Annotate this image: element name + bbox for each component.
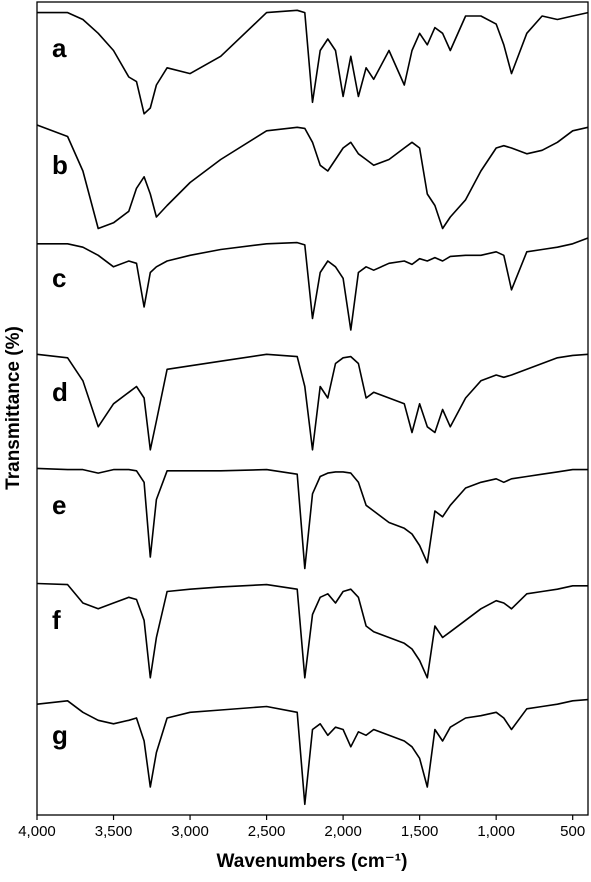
- series-label: f: [52, 605, 61, 635]
- x-tick-label: 3,000: [171, 823, 209, 840]
- x-tick-label: 2,000: [324, 823, 362, 840]
- y-axis-label: Transmittance (%): [3, 326, 24, 490]
- spectrum-line: [36, 582, 588, 679]
- x-tick-label: 4,000: [18, 823, 56, 840]
- spectrum-line: [36, 353, 589, 451]
- series-label: g: [52, 720, 68, 750]
- series-label: b: [52, 150, 68, 180]
- spectrum-line: [37, 237, 589, 331]
- plot-frame: [36, 1, 589, 816]
- series-label: c: [52, 263, 66, 293]
- x-tick-label: 1,000: [477, 823, 515, 840]
- x-tick-label: 500: [560, 823, 585, 840]
- spectrum-line: [36, 124, 589, 230]
- x-axis-label: Wavenumbers (cm⁻¹): [217, 851, 408, 872]
- x-tick-label: 2,500: [248, 823, 286, 840]
- series-label: e: [52, 490, 66, 520]
- x-tick-label: 1,500: [401, 823, 439, 840]
- spectrum-line: [36, 467, 588, 570]
- series-label: d: [52, 377, 68, 407]
- spectrum-line: [36, 698, 589, 806]
- series-label: a: [52, 33, 67, 63]
- x-tick-label: 3,500: [95, 823, 133, 840]
- spectrum-line: [37, 9, 589, 115]
